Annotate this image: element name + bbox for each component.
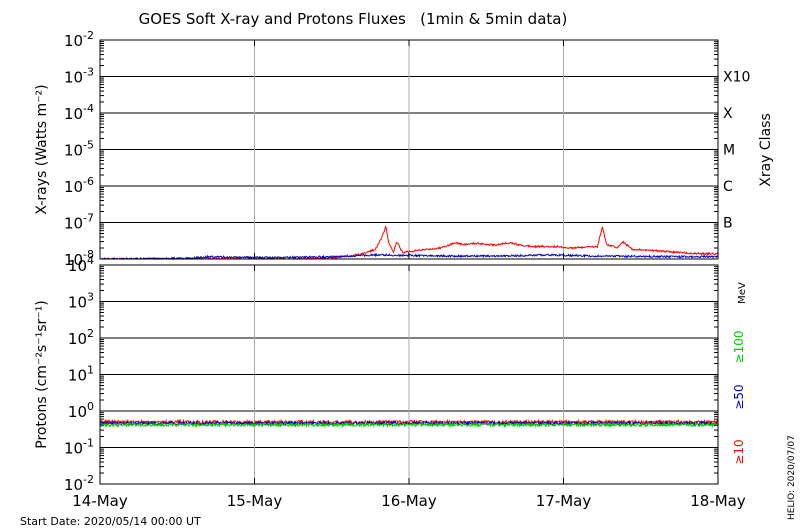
- xray-class-label: C: [723, 179, 733, 195]
- plot-panels: 10-8 10-7 10-6 10-5 10-4 10-3 10-2 X-rays (Watt…: [34, 29, 774, 510]
- chart-title: GOES Soft X-ray and Protons Fluxes (1min…: [139, 10, 568, 28]
- protons-series-3: [99, 421, 719, 429]
- helio-stamp: HELIO: 2020/07/07: [787, 435, 797, 520]
- y-tick-label: 100: [68, 400, 94, 421]
- y-tick-label: 101: [68, 364, 94, 385]
- y-tick-label: 103: [68, 291, 94, 312]
- proton-series-label: ≥100: [732, 331, 746, 364]
- xray-class-label: B: [723, 216, 733, 232]
- y-tick-label: 10-2: [64, 29, 94, 50]
- y-tick-label: 102: [68, 327, 94, 348]
- y-tick-label: 10-1: [64, 437, 94, 458]
- proton-series-label: ≥10: [732, 439, 746, 464]
- start-date-label: Start Date: 2020/05/14 00:00 UT: [20, 515, 201, 528]
- y-tick-label: 10-5: [64, 139, 94, 160]
- x-tick-label: 17-May: [536, 492, 592, 510]
- y-tick-label: 10-2: [64, 473, 94, 494]
- xray-class-axis-label: Xray Class: [758, 113, 774, 187]
- x-tick-label: 18-May: [690, 492, 746, 510]
- protons-y-axis-label: Protons (cm⁻²s⁻¹sr⁻¹): [34, 300, 50, 449]
- y-tick-label: 10-8: [64, 248, 94, 269]
- protons-panel: 10-2 10-1 100 101 102 103 104 Protons (cm⁻²s⁻¹s…: [34, 254, 719, 494]
- xray-class-label: X10: [723, 70, 750, 86]
- y-tick-label: 10-4: [64, 102, 94, 123]
- y-tick-label: 104: [68, 254, 94, 275]
- x-tick-label: 16-May: [381, 492, 437, 510]
- mev-label: MeV: [737, 282, 748, 304]
- y-tick-label: 10-7: [64, 212, 94, 233]
- x-tick-label: 14-May: [72, 492, 128, 510]
- proton-series-label: ≥50: [732, 384, 746, 409]
- y-tick-label: 10-6: [64, 175, 94, 196]
- xray-class-label: M: [723, 143, 735, 159]
- xray-class-label: X: [723, 106, 733, 122]
- y-tick-label: 10-3: [64, 66, 94, 87]
- x-tick-label: 15-May: [227, 492, 283, 510]
- xrays-panel: 10-8 10-7 10-6 10-5 10-4 10-3 10-2 X-rays (Watt…: [34, 29, 719, 269]
- xrays-y-axis-label: X-rays (Watts m⁻²): [34, 84, 50, 214]
